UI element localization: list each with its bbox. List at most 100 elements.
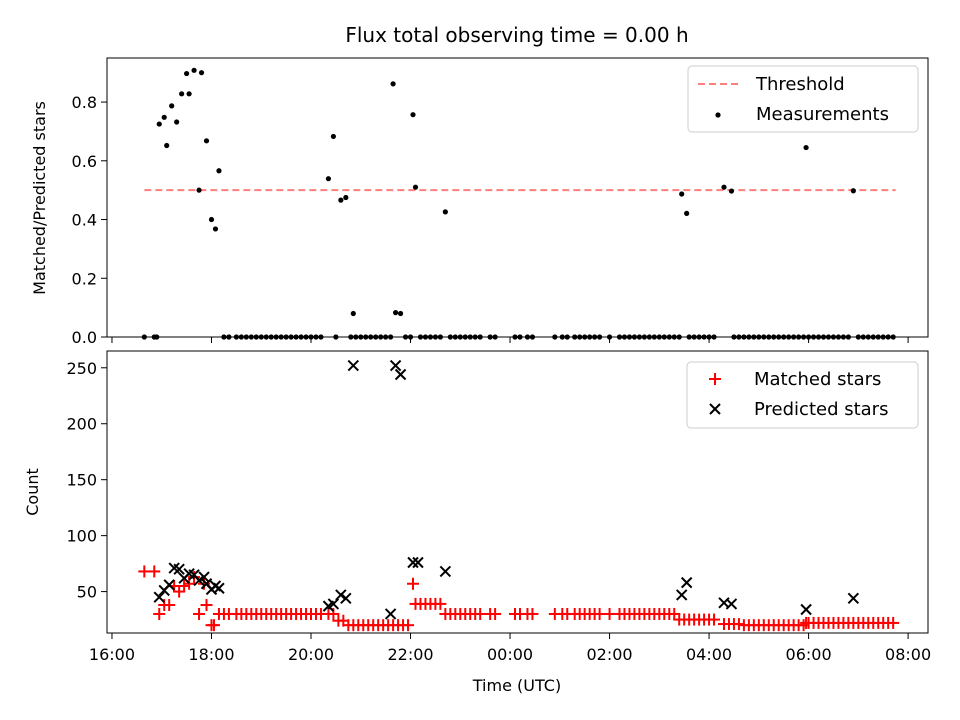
predicted-star-point	[340, 592, 352, 605]
measurement-point	[390, 81, 396, 87]
time-x-tick-label: 04:00	[686, 645, 732, 664]
predicted-star-point	[347, 359, 360, 372]
ratio-y-tick-label: 0.8	[72, 93, 97, 112]
measurement-point	[350, 310, 356, 317]
count-y-tick-label: 50	[77, 583, 97, 602]
measurement-point	[850, 188, 856, 194]
time-x-tick-label: 16:00	[89, 645, 135, 664]
measurement-point	[330, 133, 336, 140]
count-y-tick-label: 250	[66, 359, 97, 378]
predicted-star-point	[800, 603, 812, 616]
count-legend: Matched stars Predicted stars	[686, 361, 919, 429]
measurement-point	[343, 194, 349, 201]
matched-legend-label: Matched stars	[754, 369, 881, 390]
matched-star-point	[188, 571, 201, 584]
matched-star-point	[148, 565, 161, 578]
matched-star-point	[163, 599, 176, 612]
measurement-point	[156, 121, 162, 127]
time-x-tick-label: 06:00	[786, 645, 832, 664]
ratio-y-tick-label: 0.0	[72, 328, 97, 347]
threshold-legend-label: Threshold	[755, 74, 845, 95]
measurement-point	[728, 188, 735, 194]
measurement-point	[397, 310, 404, 317]
matched-star-point	[526, 607, 539, 620]
predicted-star-point	[847, 592, 860, 605]
matched-star-point	[434, 597, 447, 610]
ratio-panel: 0.00.20.40.60.8 Matched/Predicted stars …	[30, 57, 929, 347]
measurement-point	[198, 70, 205, 76]
time-x-axis-label: Time (UTC)	[472, 676, 561, 695]
predicted-star-point	[327, 598, 340, 610]
predicted-star-point	[725, 598, 738, 610]
count-plot-area	[138, 359, 900, 632]
matched-star-point	[489, 607, 502, 620]
measurement-point	[164, 142, 170, 149]
count-legend-box	[686, 361, 919, 429]
matched-star-point	[193, 607, 206, 620]
measurement-point	[216, 168, 222, 174]
predicted-star-point	[389, 359, 402, 372]
matched-star-point	[200, 599, 213, 612]
predicted-star-point	[680, 576, 693, 589]
measurement-point	[412, 184, 419, 190]
count-x-ticks: 16:00 18:00 20:00 22:00 00:00 02:00 04:00 06:00…	[89, 633, 931, 664]
matched-star-point	[887, 616, 900, 629]
measurement-point	[679, 191, 685, 197]
predicted-star-point	[153, 591, 165, 603]
predicted-star-point	[439, 565, 452, 578]
ratio-y-tick-label: 0.2	[72, 269, 97, 288]
measurement-point	[208, 216, 215, 223]
count-panel: 50 100 150 200 250 16:00 18:00 20:00 22:00 00:00…	[23, 350, 931, 695]
measurements-legend-icon	[715, 112, 721, 118]
measurement-point	[410, 112, 416, 118]
measurement-point	[325, 176, 332, 182]
predicted-star-point	[412, 556, 424, 569]
measurement-point	[203, 138, 210, 144]
measurement-point	[196, 187, 202, 193]
count-y-ticks: 50 100 150 200 250	[66, 359, 107, 602]
measurement-point	[169, 103, 175, 109]
measurement-point	[392, 310, 399, 316]
ratio-y-ticks: 0.0 0.2 0.4 0.6 0.8	[72, 93, 107, 347]
measurement-point	[186, 91, 192, 97]
measurement-point	[721, 184, 727, 190]
measurement-point	[684, 210, 690, 216]
measurements-legend-label: Measurements	[756, 104, 889, 125]
time-x-tick-label: 22:00	[387, 645, 433, 664]
matched-legend-icon	[709, 373, 721, 385]
measurement-point	[338, 197, 344, 203]
predicted-star-point	[213, 582, 225, 594]
ratio-y-tick-label: 0.4	[72, 211, 97, 230]
predicted-star-point	[394, 368, 407, 381]
time-x-tick-label: 08:00	[885, 645, 931, 664]
predicted-star-point	[384, 608, 397, 620]
predicted-legend-label: Predicted stars	[754, 399, 888, 420]
measurement-point	[184, 70, 190, 77]
measurement-point	[442, 209, 448, 215]
time-x-tick-label: 00:00	[487, 645, 533, 664]
ratio-x-ticks	[111, 337, 909, 343]
ratio-legend: Threshold Measurements	[687, 65, 919, 133]
count-y-tick-label: 150	[66, 471, 97, 490]
chart-title: Flux total observing time = 0.00 h	[345, 23, 688, 47]
count-plot-frame	[106, 350, 929, 634]
ratio-y-axis-label: Matched/Predicted stars	[30, 101, 49, 295]
matched-star-point	[198, 577, 211, 590]
matched-star-point	[153, 607, 166, 620]
time-x-tick-label: 18:00	[188, 645, 234, 664]
count-y-tick-label: 100	[66, 527, 97, 546]
measurement-point	[803, 144, 809, 151]
count-y-axis-label: Count	[23, 468, 42, 516]
predicted-star-point	[675, 589, 688, 601]
measurement-point	[161, 114, 167, 120]
predicted-star-point	[163, 579, 175, 591]
predicted-star-point	[193, 574, 205, 587]
measurement-point	[179, 91, 185, 97]
predicted-star-point	[335, 589, 347, 601]
matched-star-point	[407, 577, 420, 590]
count-y-tick-label: 200	[66, 415, 97, 434]
time-x-tick-label: 02:00	[586, 645, 632, 664]
predicted-star-point	[407, 556, 419, 569]
measurement-point	[174, 119, 180, 125]
